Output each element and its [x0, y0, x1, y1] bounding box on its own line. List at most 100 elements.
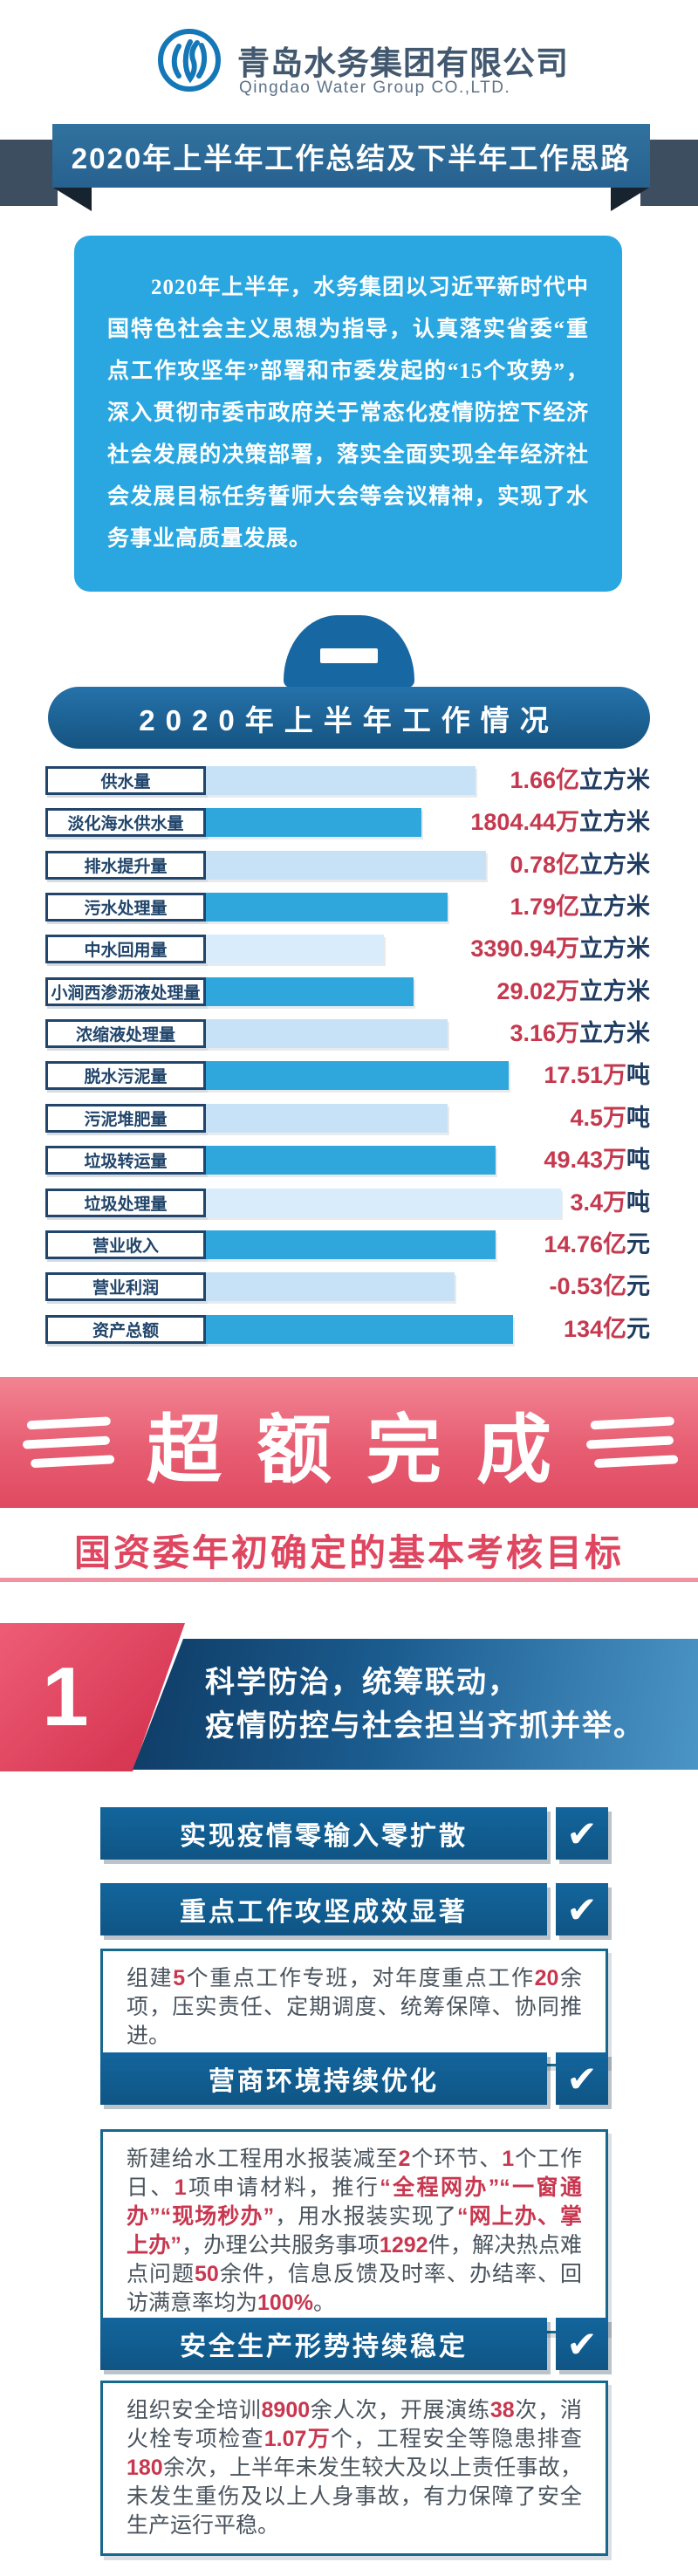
metric-bar [206, 1230, 496, 1259]
highlight-number: 100% [257, 2291, 313, 2315]
metric-value-unit: 吨 [626, 1062, 650, 1088]
note-card-business-env: 新建给水工程用水报装减至2个环节、1个工作日、1项申请材料，推行“全程网办”“一… [100, 2129, 608, 2333]
note-text: 个工作日、 [127, 2147, 582, 2200]
metric-bar [206, 1104, 448, 1133]
metric-bar [206, 1061, 509, 1090]
note-text: 件，解决热点难点问题 [127, 2233, 582, 2286]
metric-label-text: 浓缩液处理量 [75, 1026, 175, 1045]
metric-value-number: 3.4万 [570, 1189, 626, 1216]
metric-value: 17.51万吨 [544, 1061, 650, 1090]
note-text: 余件，信息反馈及时率、办结率、回访满意率均为 [127, 2262, 582, 2315]
table-row: 污水处理量 1.79亿立方米 [0, 893, 698, 921]
table-row: 垃圾转运量 49.43万吨 [0, 1146, 698, 1175]
table-row: 淡化海水供水量 1804.44万立方米 [0, 808, 698, 837]
metric-value-unit: 立方米 [579, 935, 650, 962]
highlight-number: 180 [127, 2456, 163, 2480]
metric-value-unit: 元 [626, 1273, 650, 1299]
achievement-banner: 超额完成 [0, 1377, 698, 1508]
status-button-safety: 安全生产形势持续稳定 [100, 2318, 547, 2370]
metric-value-number: 134亿 [563, 1316, 626, 1342]
section-marker-dome [284, 615, 414, 688]
triple-lines-icon-right [585, 1416, 679, 1469]
highlight-number: 1 [502, 2147, 515, 2171]
company-logo-icon [155, 26, 223, 94]
metric-label-text: 排水提升量 [84, 858, 168, 876]
metric-value-number: -0.53亿 [549, 1273, 626, 1299]
metric-value-number: 3390.94万 [470, 935, 579, 962]
note-text: 次，消火栓专项检查 [127, 2398, 582, 2451]
metric-bar [206, 1315, 513, 1344]
metric-label: 浓缩液处理量 [45, 1019, 206, 1048]
triple-lines-icon-left [22, 1416, 115, 1469]
status-button-key-work: 重点工作攻坚成效显著 [100, 1883, 547, 1935]
metric-label-text: 供水量 [100, 773, 151, 791]
metric-value-unit: 立方米 [579, 978, 650, 1004]
intro-paragraph: 2020年上半年，水务集团以习近平新时代中国特色社会主义思想为指导，认真落实省委… [107, 276, 589, 551]
note-text: 个环节、 [410, 2147, 503, 2171]
table-row: 脱水污泥量 17.51万吨 [0, 1061, 698, 1090]
metric-value: 29.02万立方米 [496, 977, 650, 1006]
note-text: 项申请材料，推行 [186, 2175, 380, 2200]
metric-label-text: 垃圾处理量 [84, 1196, 168, 1214]
metric-label-text: 小涧西渗沥液处理量 [51, 984, 201, 1003]
metric-label: 垃圾转运量 [45, 1146, 206, 1175]
metric-value: 1.79亿立方米 [510, 893, 650, 921]
table-row: 营业利润 -0.53亿元 [0, 1272, 698, 1301]
metric-value-number: 1.79亿 [510, 894, 579, 920]
metric-label: 供水量 [45, 766, 206, 795]
bar-chart: 供水量 1.66亿立方米 淡化海水供水量 1804.44万立方米 排水提升量 0… [0, 766, 698, 1360]
metric-bar [206, 766, 476, 795]
note-card-safety: 组织安全培训8900余人次，开展演练38次，消火栓专项检查1.07万个，工程安全… [100, 2381, 608, 2556]
metric-label-text: 污水处理量 [84, 900, 168, 918]
metric-value: -0.53亿元 [549, 1272, 650, 1301]
metric-bar [206, 977, 414, 1006]
metric-value-unit: 吨 [626, 1189, 650, 1216]
metric-bar [206, 808, 421, 837]
metric-value-unit: 吨 [626, 1105, 650, 1131]
metric-value-unit: 元 [626, 1316, 650, 1342]
metric-bar [206, 1272, 455, 1301]
table-row: 营业收入 14.76亿元 [0, 1230, 698, 1259]
metric-value-unit: 元 [626, 1231, 650, 1257]
metric-value: 14.76亿元 [544, 1230, 650, 1259]
metric-bar [206, 893, 448, 921]
highlight-number: 8900 [261, 2398, 311, 2422]
note-text: 组建 [127, 1966, 174, 1990]
metric-bar [206, 1146, 496, 1175]
metric-label: 小涧西渗沥液处理量 [45, 977, 206, 1006]
achievement-banner-title: 超额完成 [147, 1408, 586, 1492]
highlight-number: 50 [195, 2262, 219, 2286]
ribbon-wing-left [0, 140, 58, 206]
metric-value-number: 3.16万 [510, 1020, 579, 1046]
metric-value-number: 4.5万 [570, 1105, 626, 1131]
highlight-number: “网上办、掌上办” [127, 2204, 582, 2257]
metric-value-unit: 立方米 [579, 767, 650, 793]
intro-card: 2020年上半年，水务集团以习近平新时代中国特色社会主义思想为指导，认真落实省委… [74, 236, 622, 592]
highlight-number: 2 [398, 2147, 411, 2171]
highlight-number: “全程网办”“一窗通办”“现场秒办” [127, 2175, 582, 2229]
metric-value: 134亿元 [564, 1315, 650, 1344]
note-text: 新建给水工程用水报装减至 [127, 2147, 399, 2171]
metric-value-unit: 立方米 [579, 894, 650, 920]
highlight-number: 5 [173, 1966, 186, 1990]
metric-bar [206, 851, 486, 880]
metric-label-text: 脱水污泥量 [84, 1068, 168, 1086]
metric-value: 3390.94万立方米 [470, 935, 650, 963]
metric-bar [206, 1189, 561, 1217]
metric-label-text: 资产总额 [92, 1322, 159, 1340]
metric-label-text: 营业收入 [92, 1237, 159, 1256]
metric-label: 淡化海水供水量 [45, 808, 206, 837]
highlight-number: 1 [174, 2175, 187, 2200]
metric-value: 1804.44万立方米 [470, 808, 650, 837]
metric-value: 0.78亿立方米 [510, 851, 650, 880]
check-icon: ✔ [556, 2318, 608, 2370]
metric-value: 49.43万吨 [544, 1146, 650, 1175]
metric-label: 垃圾处理量 [45, 1189, 206, 1217]
metric-label: 中水回用量 [45, 935, 206, 963]
note-text: ，办理公共服务事项 [181, 2233, 380, 2257]
note-text: 组织安全培训 [127, 2398, 262, 2422]
chart-title-capsule: 2020年上半年工作情况 [48, 687, 650, 749]
highlight-number: 1292 [379, 2233, 428, 2257]
metric-label: 营业利润 [45, 1272, 206, 1301]
